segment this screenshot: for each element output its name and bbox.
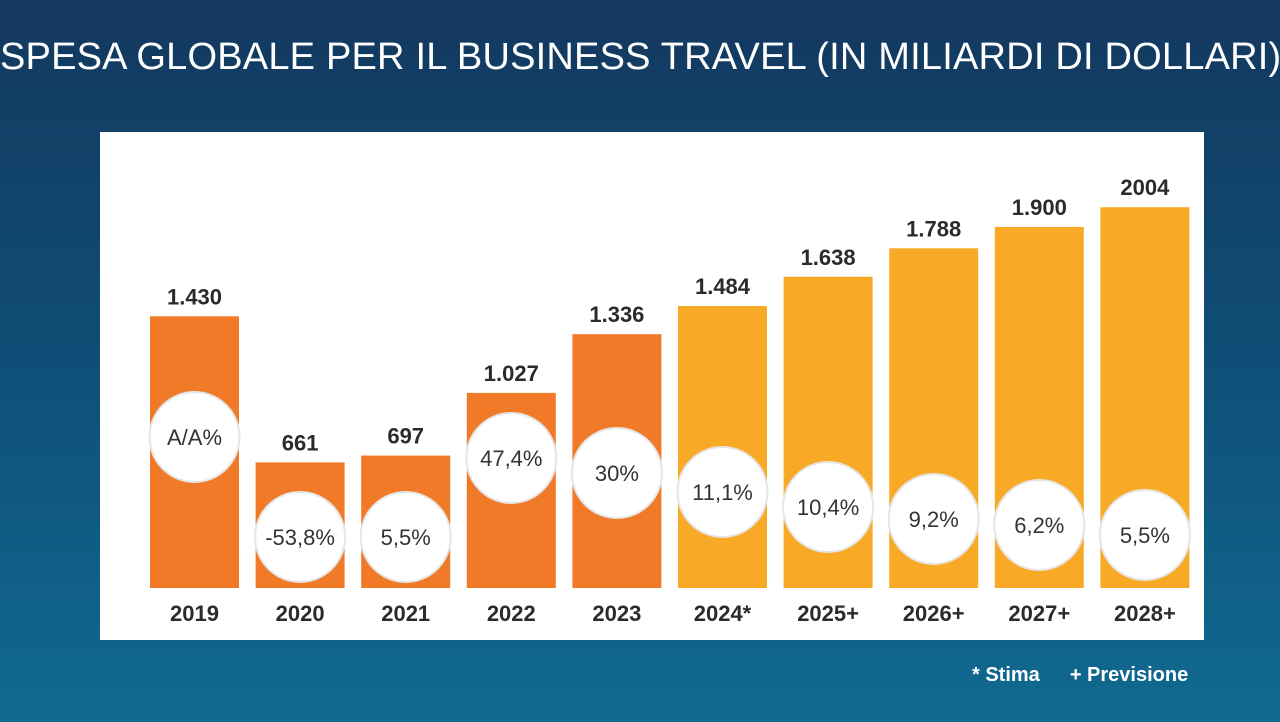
- yoy-circle: [1098, 489, 1191, 581]
- yoy-circle: [570, 427, 663, 519]
- x-tick-label: 2026+: [903, 601, 965, 626]
- yoy-circle: [359, 491, 452, 583]
- value-label: 2004: [1120, 175, 1170, 200]
- yoy-circle: [782, 461, 875, 553]
- bar-chart: 1.430 A/A% 2019 661 -53,8% 2020 697 5,5% 2021 1.0…: [148, 175, 1191, 626]
- yoy-label: 6,2%: [1014, 513, 1064, 538]
- yoy-circle: [148, 391, 241, 483]
- x-tick-label: 2024*: [694, 601, 752, 626]
- x-tick-label: 2019: [170, 601, 219, 626]
- yoy-circle: [887, 473, 980, 565]
- value-label: 1.027: [484, 361, 539, 386]
- x-tick-label: 2022: [487, 601, 536, 626]
- yoy-label: -53,8%: [265, 525, 335, 550]
- yoy-label: 9,2%: [909, 507, 959, 532]
- legend: * Stima + Previsione: [972, 664, 1188, 687]
- x-tick-label: 2020: [276, 601, 325, 626]
- yoy-label: 10,4%: [797, 495, 859, 520]
- x-tick-label: 2025+: [797, 601, 859, 626]
- value-label: 661: [282, 430, 319, 455]
- yoy-label: 5,5%: [1120, 523, 1170, 548]
- value-label: 1.430: [167, 284, 222, 309]
- yoy-circle: [465, 412, 558, 504]
- value-label: 1.788: [906, 216, 961, 241]
- legend-forecast: + Previsione: [1069, 664, 1189, 686]
- yoy-label: 11,1%: [692, 480, 753, 505]
- value-label: 697: [387, 424, 424, 449]
- yoy-label: 30%: [595, 461, 639, 486]
- page-title: SPESA GLOBALE PER IL BUSINESS TRAVEL (IN…: [0, 36, 1280, 78]
- value-label: 1.638: [801, 245, 856, 270]
- legend-estimate: * Stima: [972, 664, 1040, 686]
- x-tick-label: 2023: [592, 601, 641, 626]
- chart-panel: 1.430 A/A% 2019 661 -53,8% 2020 697 5,5% 2021 1.0…: [100, 132, 1204, 640]
- value-label: 1.484: [695, 274, 751, 299]
- yoy-circle: [676, 446, 769, 538]
- yoy-label: A/A%: [167, 425, 222, 450]
- value-label: 1.900: [1012, 195, 1067, 220]
- yoy-circle: [993, 479, 1086, 571]
- x-tick-label: 2021: [381, 601, 430, 626]
- value-label: 1.336: [589, 302, 644, 327]
- x-tick-label: 2028+: [1114, 601, 1176, 626]
- x-tick-label: 2027+: [1008, 601, 1070, 626]
- yoy-label: 47,4%: [480, 446, 542, 471]
- yoy-circle: [254, 491, 347, 583]
- yoy-label: 5,5%: [381, 525, 431, 550]
